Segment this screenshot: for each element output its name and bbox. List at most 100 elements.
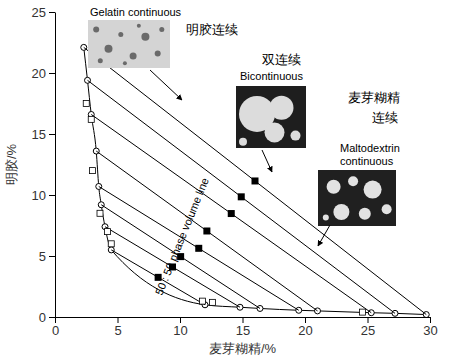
arrow <box>150 70 182 100</box>
arrow <box>262 150 272 172</box>
tick: 15 <box>236 317 250 338</box>
tick-label: 10 <box>32 188 46 203</box>
inset-drop <box>364 181 382 199</box>
tick-mark <box>49 256 55 257</box>
point-square <box>195 245 202 252</box>
inset-drop <box>105 45 113 53</box>
point-square-open <box>88 116 94 122</box>
inset-drop <box>98 58 103 63</box>
tick: 15 <box>32 127 55 142</box>
inset-drop <box>359 208 371 220</box>
inset-drop <box>93 27 99 33</box>
point-square-open <box>200 298 206 304</box>
point-square-open <box>108 241 114 247</box>
tick-mark <box>180 317 181 323</box>
tick-label: 20 <box>32 66 46 81</box>
inset-bg <box>318 170 396 226</box>
inset-drop <box>265 123 285 143</box>
tick-mark <box>430 317 431 323</box>
annotation: Maltodextrin <box>340 142 400 154</box>
inset-bicontinuous <box>236 86 306 148</box>
point-square-open <box>97 210 103 216</box>
point-square <box>203 227 210 234</box>
annotation: 明胶连续 <box>186 22 238 37</box>
inset-gelatin <box>88 20 170 68</box>
tick: 0 <box>52 317 59 338</box>
plot: 0 5 10 15 20 25 30 0 5 10 15 20 25 <box>32 5 438 339</box>
point-square-open <box>90 168 96 174</box>
point-square-open <box>83 101 89 107</box>
tick: 5 <box>39 249 55 264</box>
annotation: 50 : 50 phase volume line <box>153 176 211 297</box>
tick: 10 <box>173 317 187 338</box>
tick-mark <box>49 73 55 74</box>
inset-bg <box>236 86 306 148</box>
point-square-open <box>360 309 366 315</box>
tick: 5 <box>114 317 121 338</box>
tick-label: 0 <box>52 323 59 338</box>
tick: 30 <box>423 317 437 338</box>
chart: 0 5 10 15 20 25 30 0 5 10 15 20 25 麦芽糊精/% 明胶/% Gelatin … <box>0 0 449 358</box>
tick-label: 0 <box>39 310 46 325</box>
inset-drop <box>137 24 141 28</box>
point-square-open <box>105 229 111 235</box>
point-square <box>252 177 259 184</box>
inset-drop <box>333 204 349 220</box>
tick-label: 5 <box>114 323 121 338</box>
point-square-open <box>210 299 216 305</box>
tick-mark <box>305 317 306 323</box>
tick-mark <box>368 317 369 323</box>
annotation: continuous <box>340 155 394 167</box>
tick-label: 20 <box>298 323 312 338</box>
tick-label: 15 <box>236 323 250 338</box>
x-axis-title: 麦芽糊精/% <box>209 341 277 356</box>
annotation: Gelatin continuous <box>90 6 182 18</box>
y-axis: 0 5 10 15 20 25 <box>32 5 56 325</box>
tick: 20 <box>32 66 55 81</box>
y-axis-title: 明胶/% <box>4 143 19 185</box>
tick: 0 <box>39 310 55 325</box>
point-square <box>228 210 235 217</box>
tick-mark <box>118 317 119 323</box>
axis-line <box>55 13 56 318</box>
annotation: 双连续 <box>262 52 301 67</box>
tick-mark <box>49 195 55 196</box>
tick-label: 25 <box>32 5 46 20</box>
inset-drop <box>141 33 149 41</box>
inset-drop <box>382 204 392 214</box>
inset-drop <box>239 138 247 146</box>
tick-mark <box>49 12 55 13</box>
tick-label: 25 <box>361 323 375 338</box>
arrow <box>318 225 330 246</box>
marks <box>81 44 430 317</box>
tie-line <box>88 80 396 313</box>
inset-maltodextrin <box>318 170 396 226</box>
annotation: 麦芽糊精 <box>348 90 400 105</box>
inset-drop <box>291 131 301 141</box>
tick-label: 10 <box>173 323 187 338</box>
annotation: Bicontinuous <box>240 70 303 82</box>
tick-mark <box>55 317 56 323</box>
tick-label: 15 <box>32 127 46 142</box>
binodal-line <box>84 47 427 314</box>
inset-drop <box>159 27 164 32</box>
tick: 10 <box>32 188 55 203</box>
tick-mark <box>49 134 55 135</box>
inset-drop <box>155 51 161 57</box>
inset-drop <box>123 61 127 65</box>
inset-drop <box>323 215 329 221</box>
tick: 25 <box>32 5 55 20</box>
inset-drop <box>130 53 137 60</box>
inset-drop <box>327 180 341 194</box>
tick-label: 5 <box>39 249 46 264</box>
tick: 25 <box>361 317 375 338</box>
tick: 20 <box>298 317 312 338</box>
tick-label: 30 <box>423 323 437 338</box>
tick-mark <box>243 317 244 323</box>
tie-line <box>84 47 427 314</box>
tie-line <box>101 205 260 309</box>
x-axis: 0 5 10 15 20 25 30 <box>52 317 438 338</box>
annotation: 连续 <box>372 110 398 125</box>
inset-drop <box>348 176 358 186</box>
point-square <box>238 193 245 200</box>
